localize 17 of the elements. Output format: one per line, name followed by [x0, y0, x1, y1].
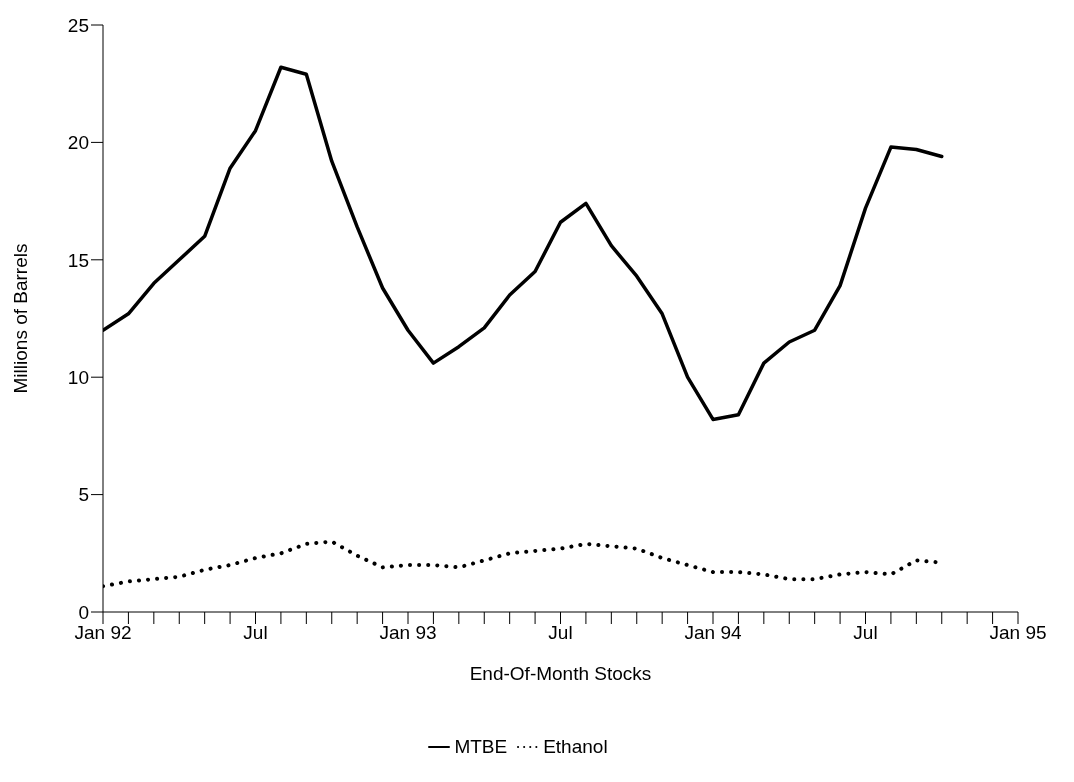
y-axis-title: Millions of Barrels	[9, 243, 31, 394]
y-tick-label: 10	[67, 366, 89, 388]
x-axis-title: End-Of-Month Stocks	[469, 663, 652, 684]
legend-label: Ethanol	[543, 736, 608, 758]
x-tick-label: Jan 95	[989, 622, 1047, 644]
x-tick-label: Jan 92	[74, 622, 132, 644]
y-tick-label: 0	[78, 601, 89, 623]
legend-label: MTBE	[454, 736, 508, 758]
y-tick-label: 15	[67, 249, 89, 271]
x-tick-label: Jan 93	[379, 622, 437, 644]
x-tick-label: Jul	[548, 622, 573, 644]
y-tick-label: 20	[67, 132, 89, 154]
x-tick-label: Jul	[243, 622, 268, 644]
y-tick-label: 5	[78, 484, 89, 506]
y-tick-label: 25	[67, 14, 89, 36]
x-tick-label: Jan 94	[684, 622, 742, 644]
x-tick-label: Jul	[853, 622, 878, 644]
